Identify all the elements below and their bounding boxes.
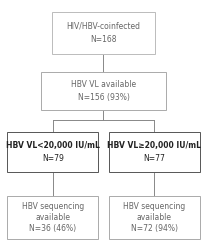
Text: available: available [35, 213, 70, 222]
FancyBboxPatch shape [108, 196, 199, 239]
Text: N=168: N=168 [90, 35, 116, 44]
Text: HBV VL available: HBV VL available [71, 80, 135, 89]
Text: available: available [136, 213, 171, 222]
Text: N=72 (94%): N=72 (94%) [130, 224, 177, 233]
Text: HIV/HBV-coinfected: HIV/HBV-coinfected [66, 21, 140, 30]
Text: HBV sequencing: HBV sequencing [22, 202, 83, 211]
Text: HBV sequencing: HBV sequencing [123, 202, 184, 211]
FancyBboxPatch shape [7, 196, 98, 239]
Text: N=77: N=77 [143, 154, 164, 163]
FancyBboxPatch shape [108, 132, 199, 172]
Text: N=156 (93%): N=156 (93%) [77, 93, 129, 102]
Text: HBV VL≥20,000 IU/mL: HBV VL≥20,000 IU/mL [107, 141, 200, 150]
Text: HBV VL<20,000 IU/mL: HBV VL<20,000 IU/mL [6, 141, 99, 150]
FancyBboxPatch shape [7, 132, 98, 172]
Text: N=79: N=79 [42, 154, 63, 163]
FancyBboxPatch shape [52, 12, 154, 54]
Text: N=36 (46%): N=36 (46%) [29, 224, 76, 233]
FancyBboxPatch shape [41, 72, 165, 110]
